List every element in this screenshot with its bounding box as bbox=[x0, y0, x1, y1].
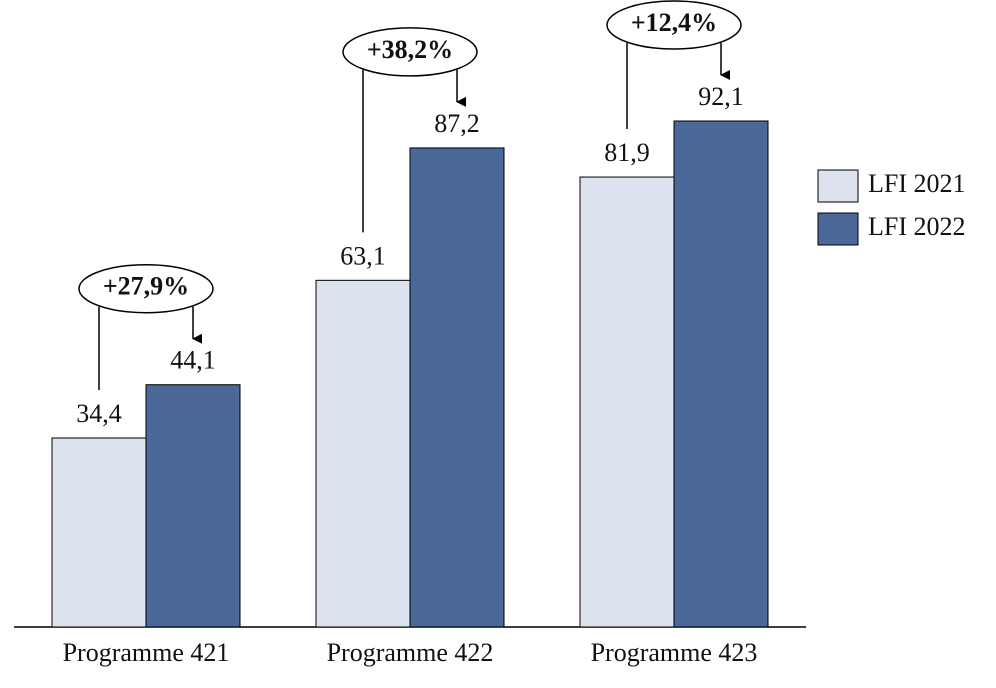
annotation-bubble bbox=[606, 0, 742, 50]
value-label: 44,1 bbox=[170, 346, 216, 375]
value-label: 87,2 bbox=[434, 109, 480, 138]
annotation: +12,4% bbox=[631, 8, 717, 37]
bar bbox=[51, 437, 147, 628]
annotation-bubble bbox=[342, 27, 478, 77]
legend-label: LFI 2021 bbox=[868, 169, 966, 198]
value-label: 34,4 bbox=[76, 399, 122, 428]
bar bbox=[579, 176, 675, 628]
bar bbox=[145, 384, 241, 628]
annotation-bubble bbox=[78, 263, 214, 314]
value-label: 92,1 bbox=[698, 82, 744, 111]
annotation: +27,9% bbox=[103, 272, 189, 301]
legend-label: LFI 2022 bbox=[868, 212, 966, 241]
bar bbox=[673, 120, 769, 628]
value-label: 81,9 bbox=[604, 138, 650, 167]
bar bbox=[315, 279, 411, 628]
bar bbox=[409, 147, 505, 628]
x-tick-label: Programme 423 bbox=[591, 638, 758, 667]
value-label: 63,1 bbox=[340, 241, 386, 270]
x-tick-label: Programme 421 bbox=[63, 638, 230, 667]
annotation: +38,2% bbox=[367, 35, 453, 64]
legend-swatch bbox=[817, 212, 859, 246]
x-tick-label: Programme 422 bbox=[327, 638, 494, 667]
legend-swatch bbox=[817, 169, 859, 203]
